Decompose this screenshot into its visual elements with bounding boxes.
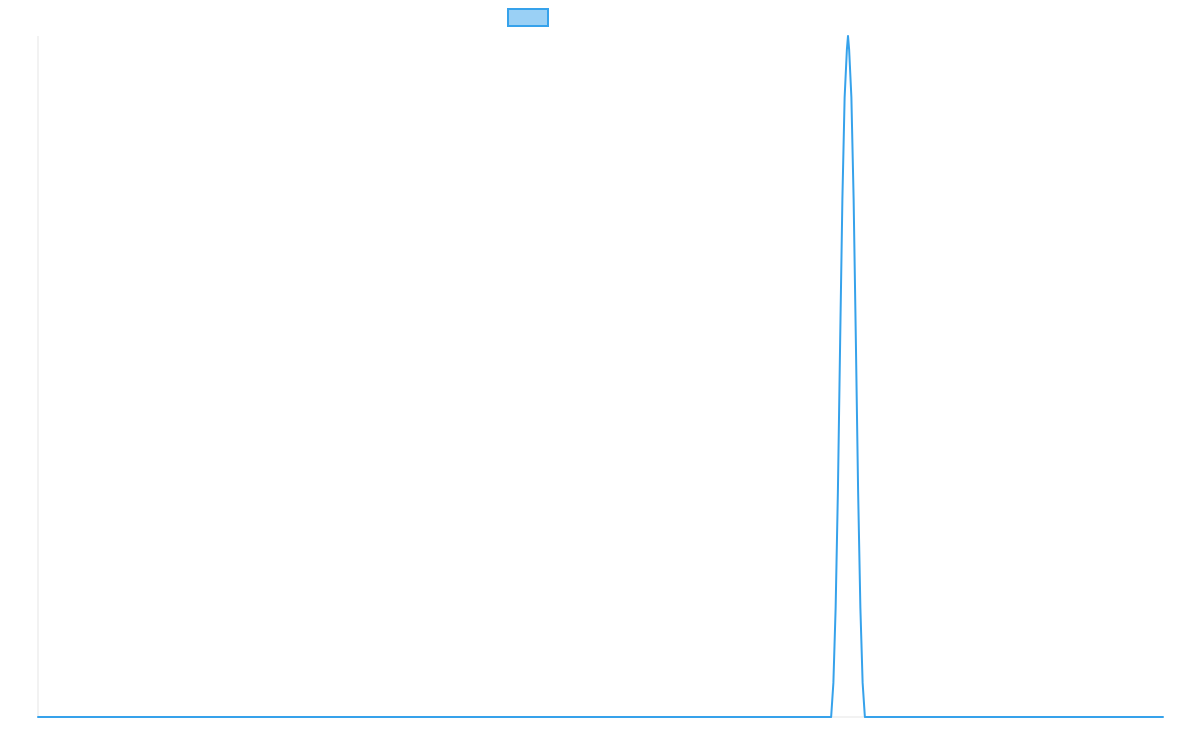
legend[interactable] [507, 8, 549, 27]
series-group [37, 35, 1164, 718]
series-line [37, 35, 1164, 718]
legend-swatch[interactable] [507, 8, 549, 27]
